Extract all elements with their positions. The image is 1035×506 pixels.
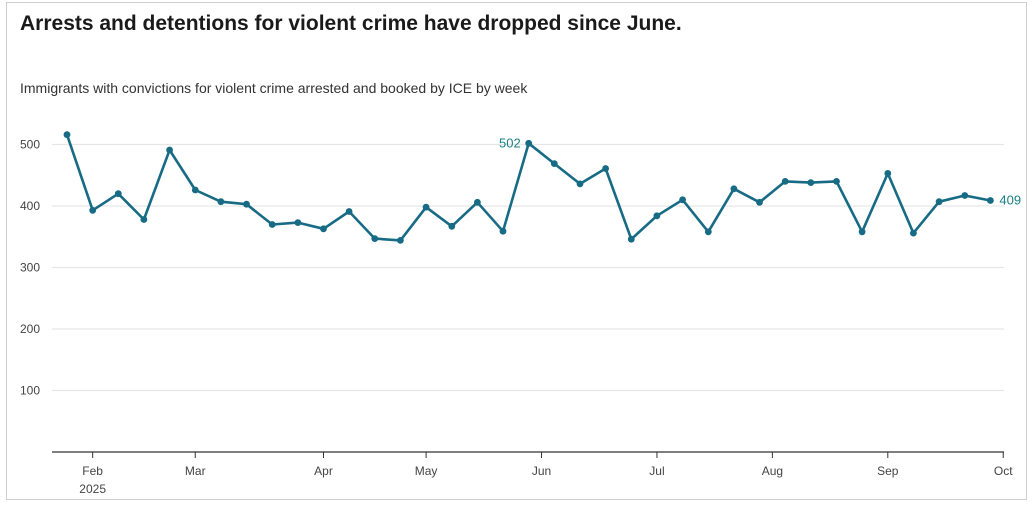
data-point (704, 228, 712, 236)
data-point (345, 208, 353, 215)
data-point (602, 165, 609, 172)
x-tick-sublabel-year: 2025 (79, 482, 106, 496)
data-point (910, 229, 917, 237)
y-tick-label-200: 200 (20, 322, 40, 336)
y-tick-label-100: 100 (20, 384, 40, 398)
data-point (371, 235, 379, 243)
x-tick-label-may: May (415, 464, 438, 478)
data-label-409: 409 (999, 192, 1021, 207)
data-point (114, 190, 122, 198)
data-label-502: 502 (499, 135, 521, 150)
x-axis: Feb 2025 Mar Apr May Jun Jul Aug Sep Oct (52, 451, 1013, 496)
data-point (294, 219, 302, 227)
data-point (987, 197, 994, 204)
chart-subtitle: Immigrants with convictions for violent … (20, 80, 528, 96)
x-tick-label-sep: Sep (877, 464, 899, 478)
data-point (268, 221, 276, 228)
x-tick-label-jul: Jul (649, 464, 664, 478)
data-point (730, 185, 738, 193)
annotations: 502 409 (499, 135, 1021, 207)
x-tick-label-aug: Aug (762, 464, 783, 478)
data-point (166, 146, 174, 154)
y-tick-label-500: 500 (20, 138, 40, 152)
data-point (576, 180, 584, 188)
data-point (807, 179, 815, 187)
data-point (89, 206, 97, 214)
data-point (781, 178, 789, 185)
x-tick-label-mar: Mar (185, 464, 206, 478)
y-tick-label-300: 300 (20, 261, 40, 275)
series (63, 131, 994, 244)
data-point (884, 170, 892, 177)
x-tick-label-jun: Jun (532, 464, 551, 478)
data-point (320, 225, 327, 233)
data-point (140, 216, 148, 223)
x-tick-label-feb: Feb (82, 464, 103, 478)
data-point (397, 237, 404, 244)
x-tick-label-apr: Apr (314, 464, 333, 478)
data-point (499, 227, 507, 235)
data-point (243, 200, 250, 208)
data-point (858, 228, 866, 236)
data-point (653, 212, 661, 220)
data-point (756, 198, 763, 206)
y-tick-label-400: 400 (20, 199, 40, 213)
x-tick-label-oct: Oct (994, 464, 1013, 478)
data-point (627, 235, 635, 243)
data-point (448, 222, 456, 230)
gridlines (52, 143, 1004, 392)
data-point (679, 196, 686, 204)
y-axis: 100 200 300 400 500 (20, 138, 40, 398)
data-point (422, 203, 430, 211)
data-point (63, 131, 71, 139)
data-point (833, 178, 840, 185)
chart-frame (6, 2, 1027, 500)
data-point (191, 186, 199, 194)
data-point (525, 139, 533, 147)
data-point (550, 160, 558, 168)
data-point (935, 198, 943, 206)
series-line-0 (65, 133, 992, 242)
data-point (217, 198, 225, 206)
chart-title: Arrests and detentions for violent crime… (20, 12, 682, 35)
data-point (961, 192, 969, 199)
data-point (474, 198, 481, 206)
